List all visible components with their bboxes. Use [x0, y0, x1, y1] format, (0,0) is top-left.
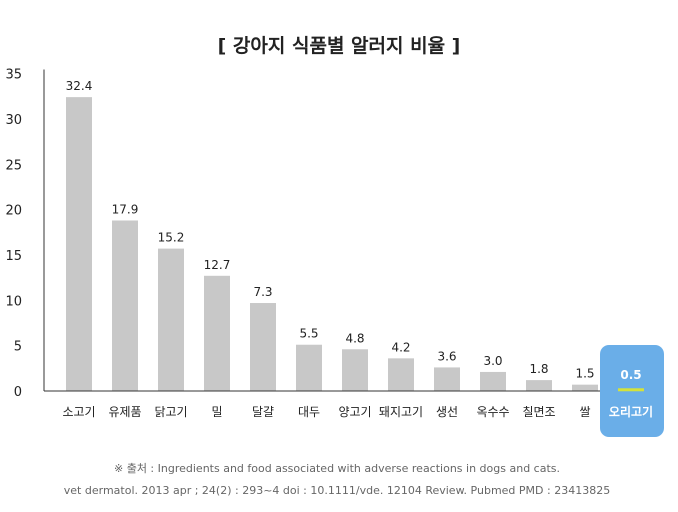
- x-tick-label: 돼지고기: [379, 405, 423, 419]
- bar: [526, 380, 552, 391]
- x-tick-label: 밀: [211, 405, 222, 419]
- source-citation-line2: vet dermatol. 2013 apr ; 24(2) : 293~4 d…: [64, 484, 610, 497]
- bar: [342, 349, 368, 391]
- axis-layer: 0 5 10 15 20 25 30 35: [5, 68, 600, 400]
- bar: [480, 371, 506, 391]
- bar: [112, 220, 138, 391]
- value-label: 1.8: [529, 362, 548, 376]
- bar: [66, 97, 92, 391]
- y-tick-label: 10: [5, 294, 22, 309]
- value-label: 4.2: [391, 340, 410, 354]
- bar: [434, 367, 460, 391]
- value-label: 7.3: [253, 285, 272, 299]
- y-tick-label: 30: [5, 113, 22, 128]
- value-label: 12.7: [204, 258, 231, 272]
- value-label: 32.4: [66, 79, 93, 93]
- x-tick-label: 닭고기: [154, 405, 187, 419]
- bar: [572, 384, 598, 391]
- x-tick-label: 오리고기: [609, 404, 653, 419]
- value-label: 3.0: [483, 354, 502, 368]
- chart-title: [ 강아지 식품별 알러지 비율 ]: [218, 35, 461, 57]
- x-tick-label: 옥수수: [476, 405, 509, 419]
- bar: [618, 388, 644, 392]
- value-label: 1.5: [575, 367, 594, 381]
- x-tick-label: 달걀: [252, 405, 274, 419]
- y-tick-label: 35: [5, 68, 22, 83]
- y-tick-label: 0: [14, 385, 22, 400]
- value-label: 5.5: [299, 327, 318, 341]
- y-tick-label: 15: [5, 249, 22, 264]
- value-label: 4.8: [345, 331, 364, 345]
- bar: [296, 344, 322, 391]
- y-tick-label: 25: [5, 158, 22, 173]
- bar: [388, 358, 414, 391]
- y-tick-label: 5: [14, 340, 22, 355]
- x-tick-label: 쌀: [579, 405, 590, 419]
- labels-layer: 32.4 소고기 17.9 유제품 15.2 닭고기 12.7 밀 7.3 달걀 5.5 대두 4.8 양…: [62, 79, 653, 419]
- value-label: 0.5: [620, 368, 641, 382]
- x-tick-label: 생선: [436, 405, 458, 419]
- bar: [204, 275, 230, 391]
- value-label: 15.2: [158, 231, 185, 245]
- y-tick-label: 20: [5, 204, 22, 219]
- x-tick-label: 양고기: [338, 405, 371, 419]
- x-tick-label: 칠면조: [522, 405, 555, 419]
- x-tick-label: 소고기: [62, 405, 95, 419]
- value-label: 3.6: [437, 349, 456, 363]
- x-tick-label: 대두: [298, 405, 320, 419]
- x-tick-label: 유제품: [108, 405, 141, 419]
- bar: [250, 303, 276, 391]
- bar: [158, 248, 184, 391]
- value-label: 17.9: [112, 202, 139, 216]
- bars-layer: [66, 97, 644, 392]
- source-citation-line1: ※ 출처 : Ingredients and food associated w…: [114, 462, 560, 475]
